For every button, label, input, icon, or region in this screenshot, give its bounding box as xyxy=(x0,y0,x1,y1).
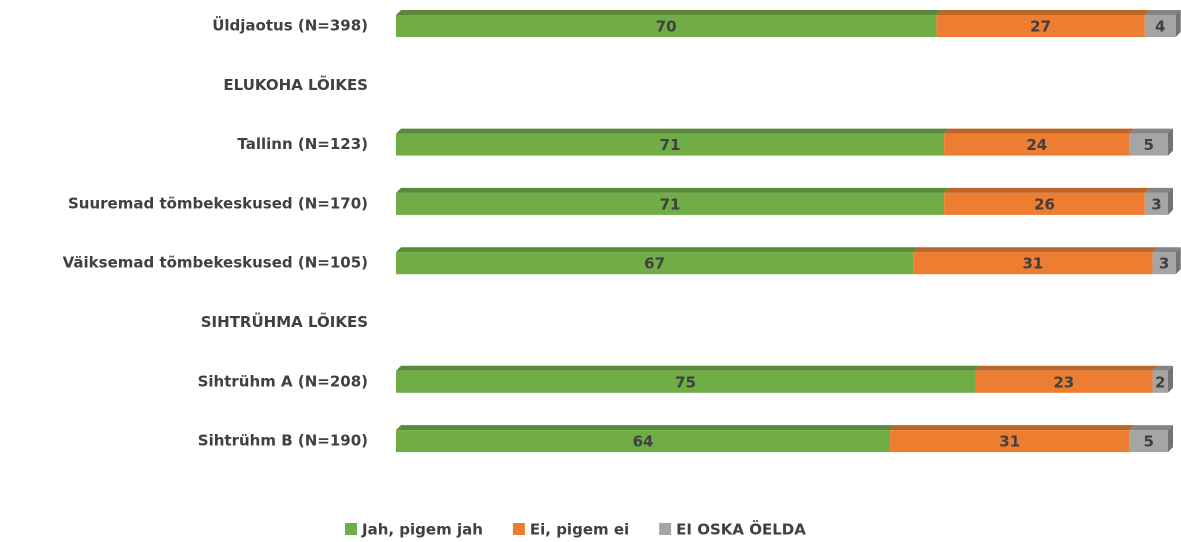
legend-label: Jah, pigem jah xyxy=(361,521,483,539)
value-label: 3 xyxy=(1151,195,1161,213)
bar-top xyxy=(944,187,1150,193)
bar-top xyxy=(396,247,919,253)
bar xyxy=(396,430,891,453)
value-label: 23 xyxy=(1053,373,1074,391)
value-label: 31 xyxy=(999,433,1020,451)
bar xyxy=(396,370,975,393)
category-label: Suuremad tõmbekeskused (N=170) xyxy=(68,194,368,212)
value-label: 3 xyxy=(1159,255,1169,273)
bar xyxy=(944,192,1145,215)
bar-side xyxy=(1175,10,1181,37)
value-label: 5 xyxy=(1143,433,1153,451)
bar-side xyxy=(1168,128,1173,156)
bar-top xyxy=(1144,187,1173,193)
bar xyxy=(396,192,945,215)
value-label: 2 xyxy=(1155,373,1165,391)
value-label: 4 xyxy=(1155,18,1165,36)
bar-top xyxy=(396,187,950,193)
value-label: 70 xyxy=(656,18,677,36)
bar-top xyxy=(396,425,896,431)
bar-top xyxy=(944,128,1135,134)
category-label: Väiksemad tõmbekeskused (N=105) xyxy=(63,254,368,272)
bar-top xyxy=(1129,425,1173,431)
bar xyxy=(1129,133,1168,156)
bar xyxy=(1144,15,1176,37)
category-label: Tallinn (N=123) xyxy=(237,135,368,153)
bar-top xyxy=(913,247,1158,253)
bar-side xyxy=(1175,247,1181,275)
bar-top xyxy=(396,10,942,15)
value-label: 71 xyxy=(660,195,681,213)
bar xyxy=(890,430,1130,453)
value-label: 71 xyxy=(660,136,681,154)
value-label: 5 xyxy=(1143,136,1153,154)
value-label: 64 xyxy=(633,433,654,451)
value-label: 67 xyxy=(644,255,665,273)
bar-top xyxy=(1144,10,1181,15)
value-label: 75 xyxy=(675,373,696,391)
legend-label: Ei, pigem ei xyxy=(530,521,629,539)
bar xyxy=(396,15,937,37)
bar xyxy=(1152,252,1176,275)
bar-top xyxy=(1152,247,1181,253)
bar-top xyxy=(975,365,1158,371)
category-label: Üldjaotus (N=398) xyxy=(212,16,368,35)
bar xyxy=(396,252,914,275)
bar xyxy=(975,370,1153,393)
value-label: 27 xyxy=(1030,18,1051,36)
bar-side xyxy=(1168,365,1173,393)
legend-swatch xyxy=(659,523,672,535)
bar-top xyxy=(936,10,1150,15)
bar xyxy=(396,133,945,156)
value-label: 31 xyxy=(1022,255,1043,273)
value-label: 24 xyxy=(1026,136,1047,154)
category-label: Sihtrühm B (N=190) xyxy=(198,432,368,450)
bar xyxy=(1152,370,1168,393)
legend-swatch xyxy=(345,523,357,535)
bar-side xyxy=(1168,187,1173,215)
legend-label: EI OSKA ÖELDA xyxy=(676,520,806,539)
category-label: Sihtrühm A (N=208) xyxy=(198,372,368,390)
bar-top xyxy=(1129,128,1173,134)
bar-top xyxy=(1152,365,1173,371)
bar-top xyxy=(396,128,950,134)
bar-top xyxy=(396,365,980,371)
legend-swatch xyxy=(512,523,525,535)
bar-side xyxy=(1168,425,1173,453)
bar xyxy=(1144,192,1168,215)
category-label: ELUKOHA LÕIKES xyxy=(223,75,368,94)
value-label: 26 xyxy=(1034,195,1055,213)
bar xyxy=(944,133,1130,156)
category-label: SIHTRÜHMA LÕIKES xyxy=(201,312,368,331)
bar-top xyxy=(890,425,1135,431)
bar xyxy=(1129,430,1168,453)
bar xyxy=(936,15,1145,37)
bar xyxy=(913,252,1153,275)
